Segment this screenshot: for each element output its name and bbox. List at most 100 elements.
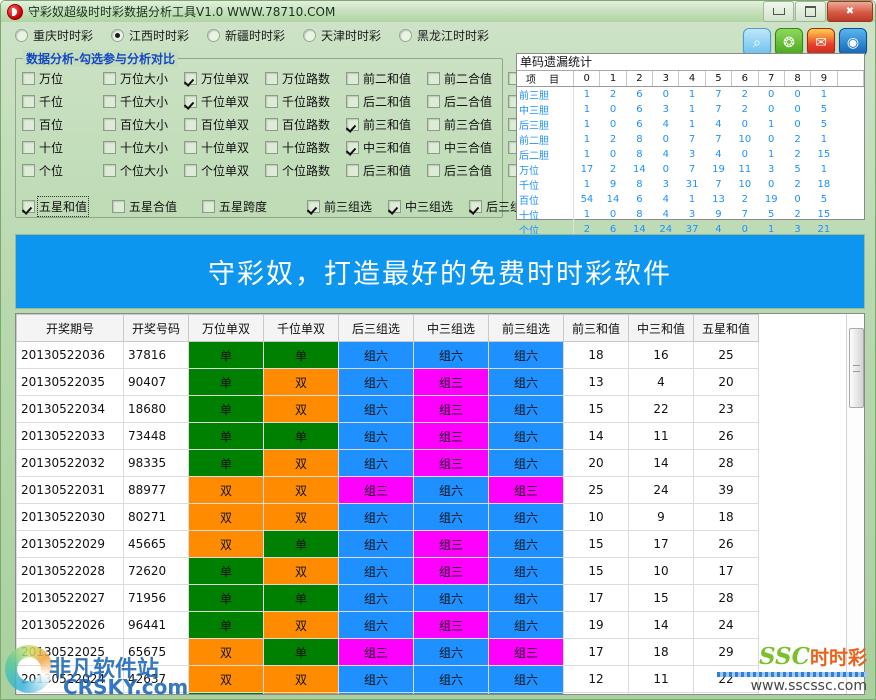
checkbox-中三合值[interactable]: 中三合值: [427, 139, 508, 156]
checkbox-五星跨度[interactable]: 五星跨度: [202, 198, 292, 215]
checkbox-前三和值[interactable]: 前三和值: [346, 116, 427, 133]
checkbox-万位单双[interactable]: 万位单双: [184, 70, 265, 87]
checkbox-后二合值[interactable]: 后二合值: [427, 93, 508, 110]
table-row[interactable]: 20130522026 96441 单双组六 组三 组六 19 14 24: [16, 611, 759, 639]
stats-cell: 15: [817, 209, 831, 220]
cell-qian-oddeven: 单: [263, 341, 339, 369]
checkbox-label: 十位路数: [282, 141, 331, 155]
stats-row-label: 中三胆: [517, 102, 574, 117]
checkbox-前三组选[interactable]: 前三组选: [307, 198, 388, 215]
stats-cell: 5: [820, 104, 828, 115]
checkbox-box-icon: [112, 200, 125, 213]
minimize-button[interactable]: [763, 1, 794, 22]
checkbox-后三和值[interactable]: 后三和值: [346, 162, 427, 179]
stats-cell: 0: [741, 224, 749, 235]
table-row[interactable]: 20130522028 72620 单双组六 组三 组六 15 10 17: [16, 557, 759, 585]
cell-qian-oddeven: 双: [263, 611, 339, 639]
grid-col-header-8[interactable]: 中三和值: [628, 314, 694, 342]
checkbox-十位大小[interactable]: 十位大小: [103, 139, 184, 156]
checkbox-百位单双[interactable]: 百位单双: [184, 116, 265, 133]
checkbox-千位[interactable]: 千位: [22, 93, 103, 110]
checkbox-前三合值[interactable]: 前三合值: [427, 116, 508, 133]
email-icon[interactable]: ✉: [807, 28, 835, 56]
lottery-radio-1[interactable]: 江西时时彩: [111, 27, 207, 44]
grid-col-header-4[interactable]: 后三组选: [338, 314, 414, 342]
maximize-button[interactable]: [795, 1, 826, 22]
table-row[interactable]: 20130522033 73448 单单组六 组三 组六 14 11 26: [16, 422, 759, 450]
checkbox-万位路数[interactable]: 万位路数: [265, 70, 346, 87]
table-row[interactable]: 20130522030 80271 双双组六 组六 组六 10 9 18: [16, 503, 759, 531]
grid-col-header-9[interactable]: 五星和值: [693, 314, 759, 342]
table-row[interactable]: 20130522025 65675 双单组三 组六 组三 17 18 29: [16, 638, 759, 666]
checkbox-十位路数[interactable]: 十位路数: [265, 139, 346, 156]
stats-cell: 1: [768, 119, 775, 130]
lottery-radio-3[interactable]: 天津时时彩: [303, 27, 399, 44]
checkbox-万位[interactable]: 万位: [22, 70, 103, 87]
cell-wan-oddeven: 双: [188, 665, 264, 693]
window-title: 守彩奴超级时时彩数据分析工具V1.0 WWW.78710.COM: [28, 5, 336, 19]
scrollbar-thumb[interactable]: [849, 328, 864, 408]
checkbox-前二合值[interactable]: 前二合值: [427, 70, 508, 87]
checkbox-box-icon: [469, 200, 482, 213]
checkbox-个位大小[interactable]: 个位大小: [103, 162, 184, 179]
grid-col-header-0[interactable]: 开奖期号: [16, 314, 124, 342]
grid-col-header-7[interactable]: 前三和值: [563, 314, 629, 342]
cell-qian3-sum: 25: [563, 476, 629, 504]
stats-cell: 18: [817, 179, 831, 190]
checkbox-万位大小[interactable]: 万位大小: [103, 70, 184, 87]
cell-qian-oddeven: 双: [263, 476, 339, 504]
checkbox-十位单双[interactable]: 十位单双: [184, 139, 265, 156]
grid-col-header-5[interactable]: 中三组选: [413, 314, 489, 342]
checkbox-千位单双[interactable]: 千位单双: [184, 93, 265, 110]
table-row[interactable]: 20130522034 18680 单双组六 组三 组六 15 22 23: [16, 395, 759, 423]
stats-row: 前二胆 1 2 8 0 7 7 10 0 2 1: [517, 132, 864, 147]
grid-col-header-1[interactable]: 开奖号码: [123, 314, 189, 342]
checkbox-五星和值[interactable]: 五星和值: [22, 196, 112, 217]
table-row[interactable]: 20130522031 88977 双双组三 组六 组三 25 24 39: [16, 476, 759, 504]
table-row[interactable]: 20130522036 37816 单单组六 组六 组六 18 16 25: [16, 341, 759, 369]
checkbox-个位单双[interactable]: 个位单双: [184, 162, 265, 179]
checkbox-row-3: 十位十位大小十位单双十位路数中三和值中三合值中三跨度: [22, 136, 589, 159]
stats-col-header-10: 9: [810, 71, 838, 87]
checkbox-后三合值[interactable]: 后三合值: [427, 162, 508, 179]
stats-cell: 8: [636, 149, 643, 160]
checkbox-十位[interactable]: 十位: [22, 139, 103, 156]
stats-cell: 1: [820, 89, 828, 100]
grid-col-header-6[interactable]: 前三组选: [488, 314, 564, 342]
lottery-radio-2[interactable]: 新疆时时彩: [207, 27, 303, 44]
checkbox-中三和值[interactable]: 中三和值: [346, 139, 427, 156]
stats-cell: 11: [738, 164, 752, 175]
grid-vertical-scrollbar[interactable]: [846, 314, 864, 694]
wechat-icon[interactable]: ❂: [775, 28, 803, 56]
checkbox-个位[interactable]: 个位: [22, 162, 103, 179]
checkbox-百位[interactable]: 百位: [22, 116, 103, 133]
table-row[interactable]: 20130522032 98335 单双组六 组三 组六 20 14 28: [16, 449, 759, 477]
table-row[interactable]: 2013052202370546单双组六组六组六12922: [16, 692, 759, 694]
qq-search-icon[interactable]: ⌕: [743, 28, 771, 56]
cell-qian3-group: 组六: [488, 341, 564, 369]
checkbox-中三组选[interactable]: 中三组选: [388, 198, 469, 215]
checkbox-个位路数[interactable]: 个位路数: [265, 162, 346, 179]
cell-five-sum: 26: [693, 530, 759, 558]
table-row[interactable]: 20130522029 45665 双单组六 组三 组六 15 17 26: [16, 530, 759, 558]
lottery-radio-label: 新疆时时彩: [225, 28, 286, 43]
lottery-radio-0[interactable]: 重庆时时彩: [15, 27, 111, 44]
checkbox-前二和值[interactable]: 前二和值: [346, 70, 427, 87]
lottery-radio-4[interactable]: 黑龙江时时彩: [399, 27, 509, 44]
grid-col-header-3[interactable]: 千位单双: [263, 314, 339, 342]
table-row[interactable]: 20130522024 42637 双双组六 组六 组六 12 11 22: [16, 665, 759, 693]
cell-wan-oddeven: 单: [188, 449, 264, 477]
forum-icon[interactable]: ◉: [839, 28, 867, 56]
grid-col-header-2[interactable]: 万位单双: [188, 314, 264, 342]
checkbox-百位路数[interactable]: 百位路数: [265, 116, 346, 133]
checkbox-千位大小[interactable]: 千位大小: [103, 93, 184, 110]
cell-qian3-sum: 15: [563, 530, 629, 558]
checkbox-五星合值[interactable]: 五星合值: [112, 198, 202, 215]
table-row[interactable]: 20130522035 90407 单双组六 组三 组六 13 4 20: [16, 368, 759, 396]
checkbox-百位大小[interactable]: 百位大小: [103, 116, 184, 133]
cell-issue: 20130522026: [16, 611, 124, 639]
checkbox-后二和值[interactable]: 后二和值: [346, 93, 427, 110]
checkbox-千位路数[interactable]: 千位路数: [265, 93, 346, 110]
table-row[interactable]: 20130522027 71956 单单组六 组六 组六 17 15 28: [16, 584, 759, 612]
close-button[interactable]: ✖: [827, 1, 873, 22]
